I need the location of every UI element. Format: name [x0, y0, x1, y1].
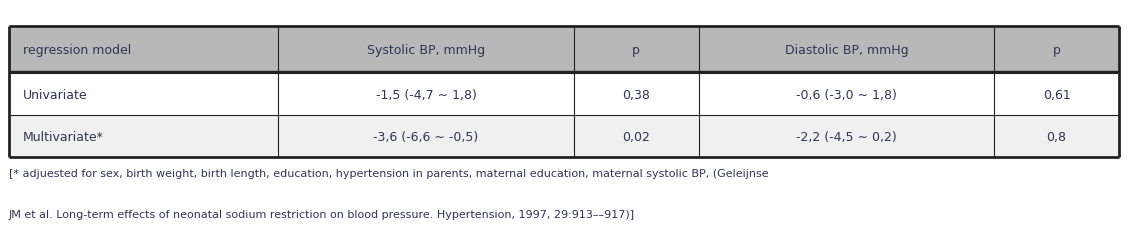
Bar: [9, 74, 1119, 116]
Text: p: p: [633, 44, 641, 57]
Text: [* adjuested for sex, birth weight, birth length, education, hypertension in par: [* adjuested for sex, birth weight, birt…: [9, 169, 768, 179]
Bar: [9, 116, 1119, 158]
Text: Systolic BP, mmHg: Systolic BP, mmHg: [367, 44, 485, 57]
Text: -3,6 (-6,6 ∼ -0,5): -3,6 (-6,6 ∼ -0,5): [373, 130, 478, 143]
Text: JM et al. Long-term effects of neonatal sodium restriction on blood pressure. Hy: JM et al. Long-term effects of neonatal …: [9, 209, 635, 219]
Text: p: p: [1052, 44, 1060, 57]
Text: regression model: regression model: [23, 44, 131, 57]
Text: -1,5 (-4,7 ∼ 1,8): -1,5 (-4,7 ∼ 1,8): [376, 88, 476, 101]
Text: Diastolic BP, mmHg: Diastolic BP, mmHg: [785, 44, 908, 57]
Text: -0,6 (-3,0 ∼ 1,8): -0,6 (-3,0 ∼ 1,8): [796, 88, 897, 101]
Text: -2,2 (-4,5 ∼ 0,2): -2,2 (-4,5 ∼ 0,2): [796, 130, 897, 143]
Bar: [9, 27, 1119, 74]
Text: Multivariate*: Multivariate*: [23, 130, 104, 143]
Text: 0,8: 0,8: [1047, 130, 1067, 143]
Text: 0,02: 0,02: [623, 130, 650, 143]
Text: 0,61: 0,61: [1042, 88, 1070, 101]
Text: 0,38: 0,38: [623, 88, 650, 101]
Text: Univariate: Univariate: [23, 88, 87, 101]
